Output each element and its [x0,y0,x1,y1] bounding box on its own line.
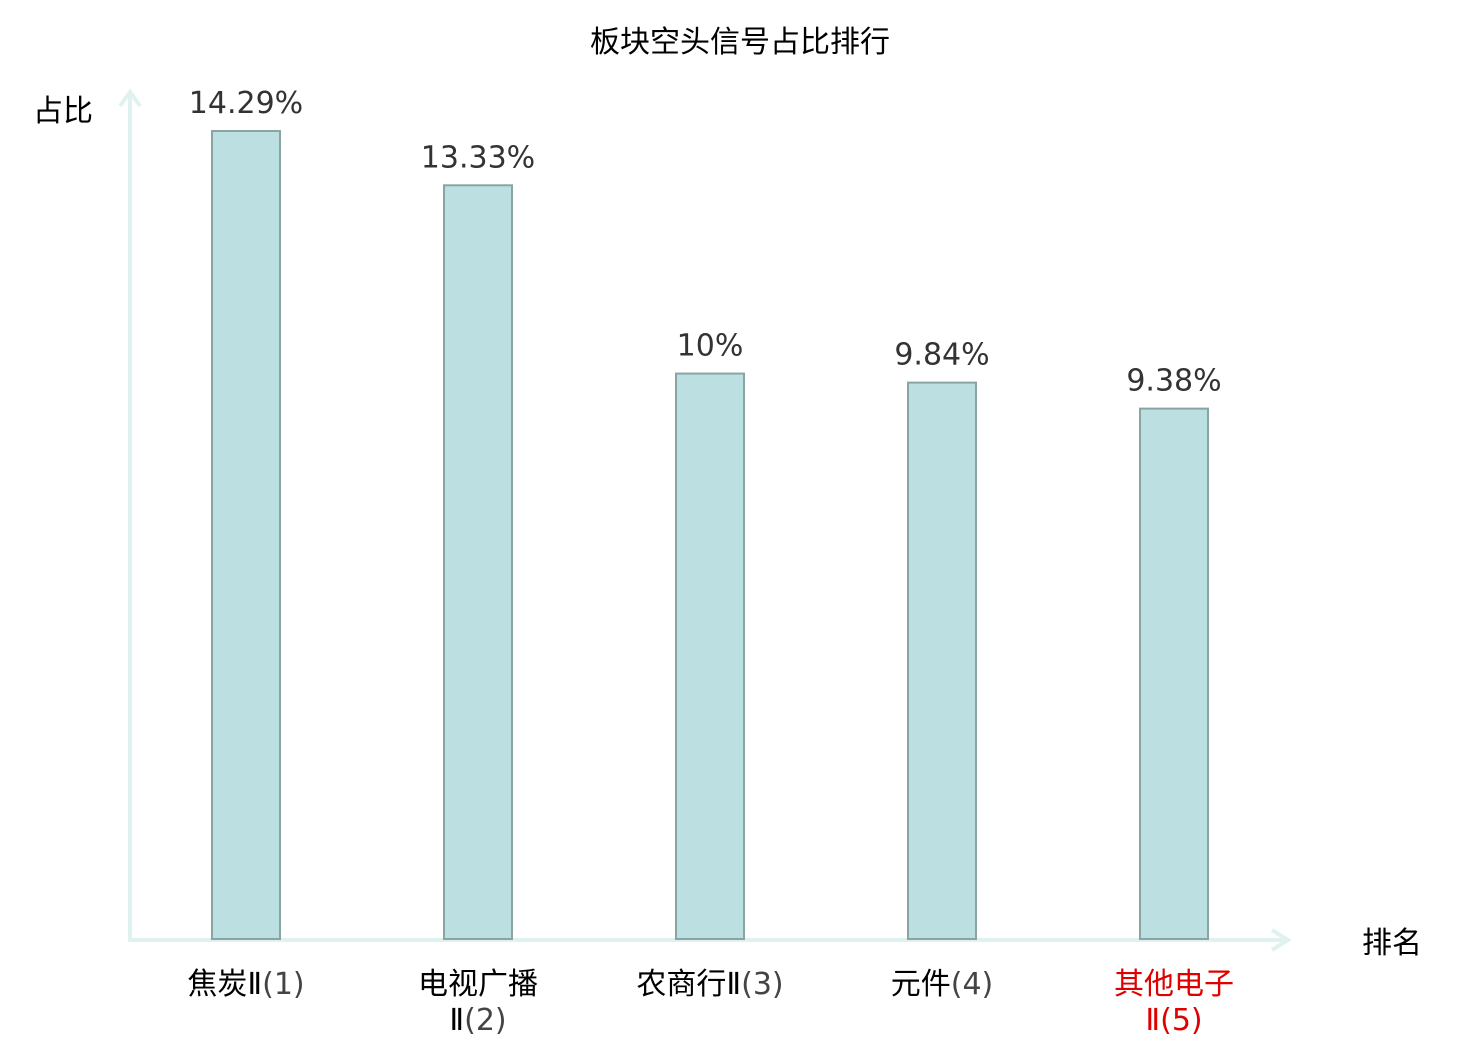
value-label-5: 9.38% [1126,364,1221,399]
value-label-2: 13.33% [421,140,535,175]
chart-title: 板块空头信号占比排行 [590,25,890,60]
value-label-4: 9.84% [894,338,989,373]
bar-4 [907,381,977,940]
bar-5 [1139,407,1209,941]
category-label-2: 电视广播 Ⅱ(2) [418,967,538,1038]
category-label-4: 元件(4) [891,967,994,1002]
bars-group [211,130,1209,941]
axes [118,88,1292,952]
y-axis-arrow [118,88,142,108]
category-label-1: 焦炭Ⅱ(1) [187,967,304,1002]
value-labels-group: 14.29% 13.33% 10% 9.84% 9.38% [189,86,1222,399]
bar-3 [675,372,745,940]
value-label-3: 10% [677,329,744,364]
category-label-5: 其他电子 Ⅱ(5) [1114,967,1234,1038]
category-labels-group: 焦炭Ⅱ(1) 电视广播 Ⅱ(2) 农商行Ⅱ(3) 元件(4) 其他电子 Ⅱ(5) [187,967,1234,1038]
category-label-3: 农商行Ⅱ(3) [636,967,783,1002]
x-axis-arrow [1270,928,1292,952]
y-axis-label: 占比 [33,94,93,129]
x-axis-label: 排名 [1362,926,1422,961]
bar-1 [211,130,281,940]
bar-2 [443,184,513,940]
value-label-1: 14.29% [189,86,303,121]
